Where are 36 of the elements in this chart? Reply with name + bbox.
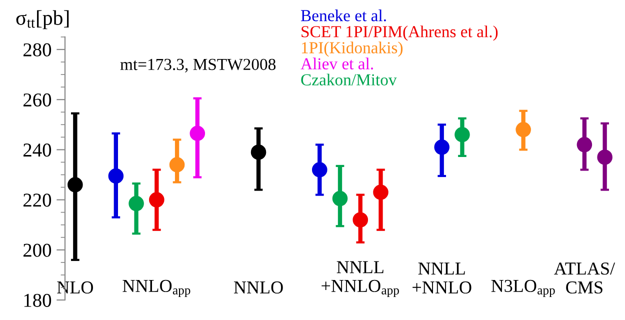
- x-tick-label: NNLL +NNLO$_{app}$: [322, 261, 399, 298]
- point: [312, 162, 328, 178]
- y-tick-label: 260: [23, 93, 52, 107]
- point: [332, 190, 348, 206]
- point: [68, 177, 83, 192]
- y-tick-label: 280: [23, 43, 52, 56]
- x-tick-label: NNLO$_{app}$: [122, 280, 190, 298]
- x-tick-label: NNLO: [234, 281, 283, 294]
- point: [454, 127, 470, 142]
- y-tick-label: 220: [23, 194, 52, 207]
- point: [250, 144, 266, 160]
- x-tick-label: N3LO$_{app}$: [491, 280, 555, 298]
- y-tick-label: 200: [23, 244, 52, 257]
- text: Czakon/Mitov: [301, 74, 397, 86]
- text: SCET 1PI/PIM(Ahrens et al.): [302, 26, 498, 41]
- annotation: mt=173.3, MSTW2008: [120, 58, 276, 72]
- x-tick-label: ATLAS/ CMS: [554, 262, 616, 294]
- y-axis-title: σ$_{tt}$[pb]: [16, 10, 69, 30]
- x-tick-label: NNLL +NNLO: [412, 262, 472, 294]
- point: [576, 137, 592, 152]
- point: [373, 184, 388, 200]
- text: Beneke et al.: [300, 10, 386, 22]
- x-tick-label: NLO: [57, 281, 93, 294]
- text: Aliev et al.: [300, 58, 373, 70]
- point: [108, 168, 124, 184]
- point: [149, 192, 164, 208]
- point: [190, 126, 206, 142]
- point: [352, 212, 368, 228]
- y-tick-label: 180: [24, 294, 52, 307]
- point: [169, 157, 185, 172]
- point: [597, 150, 612, 165]
- point: [128, 196, 144, 212]
- text: 1PI(Kidonakis): [302, 42, 403, 57]
- point: [516, 122, 531, 138]
- y-tick-label: 240: [23, 144, 52, 157]
- point: [434, 140, 450, 155]
